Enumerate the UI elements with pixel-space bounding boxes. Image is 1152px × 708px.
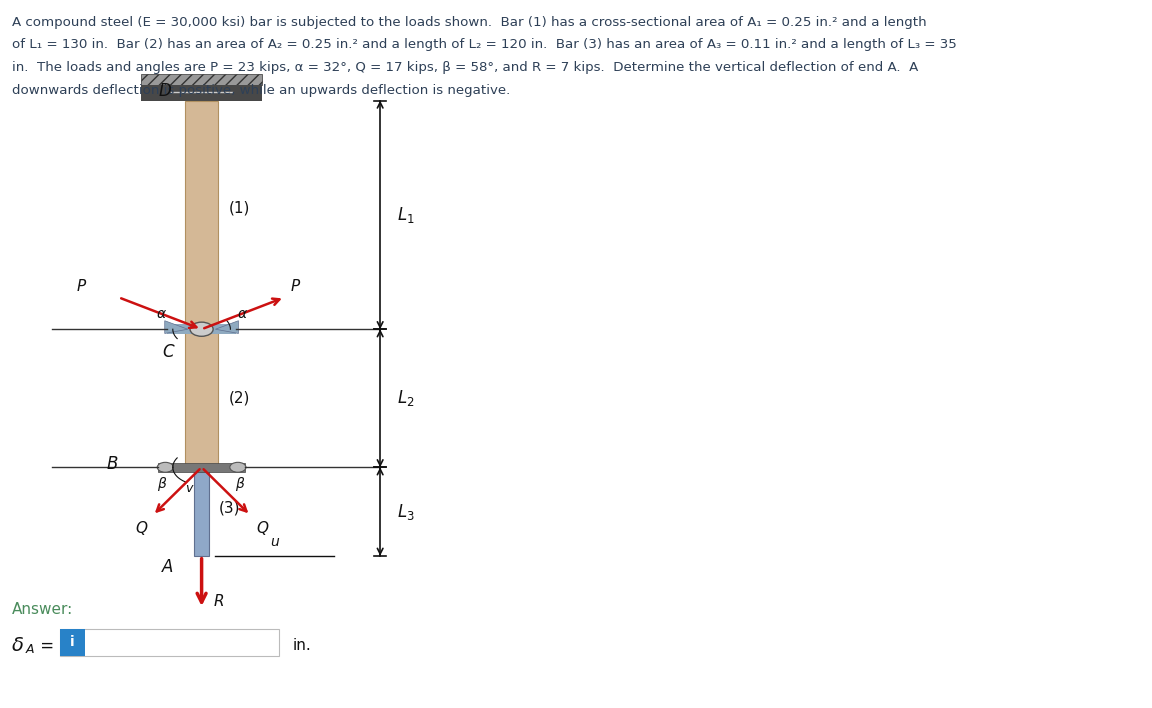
Bar xyxy=(167,324,236,334)
Text: v: v xyxy=(185,482,192,495)
Text: B: B xyxy=(107,455,118,473)
Text: =: = xyxy=(35,636,54,655)
Text: i: i xyxy=(70,635,75,649)
Text: P: P xyxy=(77,280,86,295)
Text: of L₁ = 130 in.  Bar (2) has an area of A₂ = 0.25 in.² and a length of L₂ = 120 : of L₁ = 130 in. Bar (2) has an area of A… xyxy=(12,38,956,51)
Text: Q: Q xyxy=(135,521,147,536)
Text: β: β xyxy=(235,477,244,491)
Text: α: α xyxy=(157,307,166,321)
Text: $L_3$: $L_3$ xyxy=(397,501,415,522)
Text: in.: in. xyxy=(293,638,311,653)
Bar xyxy=(158,463,244,472)
Text: A compound steel (E = 30,000 ksi) bar is subjected to the loads shown.  Bar (1) : A compound steel (E = 30,000 ksi) bar is… xyxy=(12,16,926,28)
Circle shape xyxy=(157,462,173,472)
Text: A: A xyxy=(25,644,33,656)
Text: R: R xyxy=(213,594,223,610)
Text: Q: Q xyxy=(256,521,268,536)
Polygon shape xyxy=(165,321,188,333)
Text: in.  The loads and angles are P = 23 kips, α = 32°, Q = 17 kips, β = 58°, and R : in. The loads and angles are P = 23 kips… xyxy=(12,61,918,74)
Text: (2): (2) xyxy=(229,391,251,406)
Bar xyxy=(60,629,85,656)
Text: (1): (1) xyxy=(229,200,251,215)
Text: $L_2$: $L_2$ xyxy=(397,388,415,409)
Bar xyxy=(141,85,262,101)
Circle shape xyxy=(190,322,213,336)
Text: D: D xyxy=(159,81,172,100)
Text: α: α xyxy=(237,307,247,321)
Bar xyxy=(185,329,218,467)
Bar xyxy=(194,467,209,556)
Text: C: C xyxy=(162,343,174,361)
Polygon shape xyxy=(215,321,238,333)
Bar xyxy=(141,74,262,85)
Bar xyxy=(185,101,218,329)
Text: β: β xyxy=(157,477,166,491)
Circle shape xyxy=(229,462,247,472)
Text: $L_1$: $L_1$ xyxy=(397,205,415,225)
Text: downwards deflection is positive, while an upwards deflection is negative.: downwards deflection is positive, while … xyxy=(12,84,510,96)
Text: Answer:: Answer: xyxy=(12,603,73,617)
Text: P: P xyxy=(290,279,300,294)
Text: δ: δ xyxy=(12,636,23,655)
Text: A: A xyxy=(162,558,173,576)
Text: u: u xyxy=(270,535,279,549)
FancyBboxPatch shape xyxy=(60,629,279,656)
Text: (3): (3) xyxy=(219,501,240,515)
